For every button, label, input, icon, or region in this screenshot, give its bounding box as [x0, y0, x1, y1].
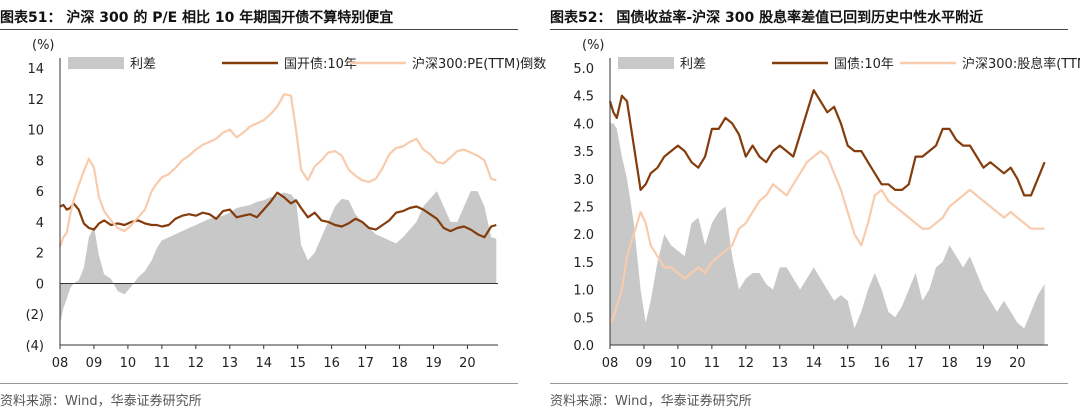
source-note: 资料来源：Wind，华泰证券研究所 — [550, 394, 752, 409]
y-tick-label: 1.0 — [573, 284, 594, 299]
series-line-300-pe-ttm — [58, 93, 497, 247]
x-tick-label: 14 — [805, 356, 822, 371]
x-tick-label: 15 — [289, 356, 306, 371]
x-tick-label: 08 — [602, 356, 619, 371]
x-tick-label: 12 — [188, 356, 205, 371]
pe-vs-bond-chart: (%) (4) (2) 0 2 4 6 8 10 12 14 08 09 10 11 12 13 14 15 16 17… — [26, 38, 547, 371]
series-area-series — [60, 191, 497, 324]
x-tick-label: 14 — [255, 356, 272, 371]
y-unit-label: (%) — [32, 38, 55, 53]
x-tick-label: 13 — [221, 356, 238, 371]
legend-swatch — [68, 57, 124, 69]
x-tick-label: 19 — [975, 356, 992, 371]
y-tick-label: 4 — [36, 216, 44, 231]
source-divider — [0, 383, 518, 384]
x-tick-label: 20 — [1009, 356, 1026, 371]
legend-label: 国开债:10年 — [284, 57, 357, 72]
y-tick-label: 12 — [27, 93, 44, 108]
y-tick-label: 10 — [27, 124, 44, 139]
legend-label: 沪深300:股息率(TTM) — [962, 56, 1080, 72]
legend-label: 沪深300:PE(TTM)倒数 — [412, 56, 546, 72]
x-tick-label: 20 — [459, 356, 476, 371]
y-tick-label: (4) — [26, 339, 44, 354]
title-divider — [550, 29, 1068, 30]
y-tick-label: 8 — [36, 154, 44, 169]
x-tick-label: 16 — [873, 356, 890, 371]
x-tick-label: 16 — [323, 356, 340, 371]
legend-swatch — [618, 57, 674, 69]
y-tick-label: 2.0 — [573, 228, 594, 243]
chart-panel-pe-vs-bond: 图表51： 沪深 300 的 P/E 相比 10 年期国开债不算特别便宜 (%)… — [0, 0, 547, 415]
series-area-series — [610, 123, 1045, 346]
y-tick-label: 4.0 — [573, 117, 594, 132]
chart-panel-bond-vs-dividend: 图表52： 国债收益率-沪深 300 股息率差值已回到历史中性水平附近 (%) 0… — [550, 0, 1080, 415]
legend-label: 利差 — [130, 57, 156, 72]
figure-title: 图表51： 沪深 300 的 P/E 相比 10 年期国开债不算特别便宜 — [0, 10, 394, 26]
series-line-300-ttm — [609, 149, 1045, 324]
y-tick-label: 2 — [36, 247, 44, 262]
y-tick-label: (2) — [26, 308, 44, 323]
x-tick-label: 18 — [391, 356, 408, 371]
title-divider — [0, 29, 518, 30]
source-divider — [550, 383, 1068, 384]
x-tick-label: 12 — [738, 356, 755, 371]
x-tick-label: 11 — [154, 356, 171, 371]
x-tick-label: 15 — [839, 356, 856, 371]
figure-title: 图表52： 国债收益率-沪深 300 股息率差值已回到历史中性水平附近 — [550, 10, 984, 26]
y-tick-label: 0.5 — [573, 311, 594, 326]
legend-label: 利差 — [680, 57, 706, 72]
x-tick-label: 11 — [704, 356, 721, 371]
legend-label: 国债:10年 — [834, 57, 894, 72]
y-tick-label: 4.5 — [573, 90, 594, 105]
y-unit-label: (%) — [582, 38, 605, 53]
x-tick-label: 19 — [425, 356, 442, 371]
y-tick-label: 1.5 — [573, 256, 594, 271]
y-tick-label: 5.0 — [573, 62, 594, 77]
series-line-10 — [608, 89, 1046, 197]
x-tick-label: 17 — [907, 356, 924, 371]
bond-vs-dividend-chart: (%) 0.0 0.5 1.0 1.5 2.0 2.5 3.0 3.5 4.0 4.5 5.0 08 09… — [573, 38, 1080, 371]
x-tick-label: 10 — [670, 356, 687, 371]
y-tick-label: 3.0 — [573, 173, 594, 188]
x-tick-label: 09 — [86, 356, 103, 371]
y-tick-label: 0 — [36, 277, 44, 292]
x-tick-label: 18 — [941, 356, 958, 371]
x-tick-label: 09 — [636, 356, 653, 371]
y-tick-label: 0.0 — [573, 339, 594, 354]
y-tick-label: 3.5 — [573, 145, 594, 160]
y-tick-label: 6 — [36, 185, 44, 200]
y-tick-label: 2.5 — [573, 201, 594, 216]
y-tick-label: 14 — [27, 62, 44, 77]
x-tick-label: 13 — [771, 356, 788, 371]
x-tick-label: 08 — [52, 356, 69, 371]
x-tick-label: 10 — [120, 356, 137, 371]
source-note: 资料来源：Wind，华泰证券研究所 — [0, 394, 202, 409]
x-tick-label: 17 — [357, 356, 374, 371]
